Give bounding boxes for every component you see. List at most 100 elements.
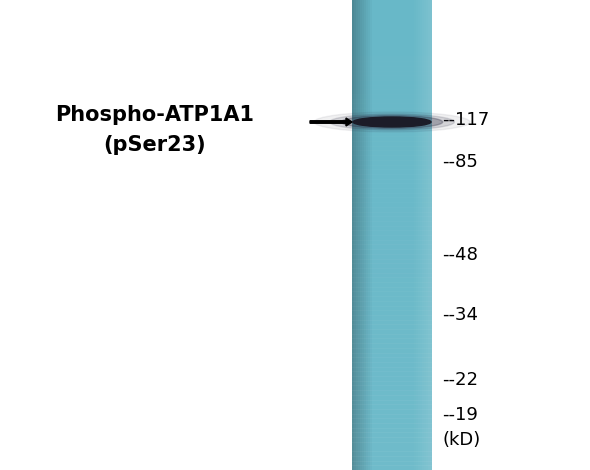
Bar: [352, 70, 432, 76]
Bar: [352, 334, 432, 339]
Bar: [352, 324, 432, 330]
Bar: [414, 0, 416, 470]
Bar: [352, 371, 432, 377]
Bar: [352, 56, 432, 62]
Bar: [352, 226, 432, 231]
Bar: [352, 42, 432, 48]
Bar: [352, 230, 432, 236]
Bar: [352, 99, 432, 104]
Bar: [416, 0, 418, 470]
Bar: [352, 348, 432, 353]
Bar: [352, 362, 432, 368]
Bar: [352, 268, 432, 274]
Bar: [352, 357, 432, 363]
Bar: [352, 446, 432, 452]
Bar: [352, 301, 432, 306]
Bar: [352, 28, 432, 34]
Bar: [352, 118, 432, 123]
Bar: [352, 409, 432, 415]
Bar: [430, 0, 432, 470]
Bar: [352, 19, 432, 24]
Bar: [352, 0, 354, 470]
Bar: [352, 254, 432, 259]
Bar: [352, 193, 432, 198]
Bar: [352, 183, 432, 189]
Bar: [352, 442, 432, 447]
Bar: [428, 0, 430, 470]
Text: --19: --19: [442, 406, 478, 424]
Bar: [352, 221, 432, 227]
Bar: [352, 179, 432, 184]
Bar: [352, 174, 432, 180]
Bar: [352, 38, 432, 43]
Ellipse shape: [341, 116, 442, 128]
Bar: [352, 414, 432, 419]
Bar: [426, 0, 428, 470]
Bar: [352, 437, 432, 443]
Bar: [352, 404, 432, 410]
Bar: [360, 0, 362, 470]
Bar: [352, 235, 432, 241]
Bar: [352, 282, 432, 288]
Bar: [362, 0, 364, 470]
Bar: [352, 418, 432, 424]
Bar: [354, 0, 356, 470]
Bar: [356, 0, 358, 470]
Text: --34: --34: [442, 306, 478, 324]
Bar: [352, 423, 432, 429]
Bar: [370, 0, 372, 470]
Bar: [352, 329, 432, 335]
Bar: [352, 52, 432, 57]
Bar: [352, 296, 432, 302]
Bar: [352, 80, 432, 86]
Bar: [352, 291, 432, 297]
Bar: [352, 310, 432, 316]
Bar: [352, 287, 432, 292]
Text: --48: --48: [442, 246, 478, 264]
Bar: [352, 381, 432, 386]
Bar: [352, 0, 432, 470]
Bar: [352, 428, 432, 433]
Bar: [352, 47, 432, 53]
Text: (kD): (kD): [442, 431, 480, 449]
Bar: [352, 390, 432, 396]
Bar: [352, 141, 432, 147]
Bar: [418, 0, 420, 470]
Bar: [352, 66, 432, 71]
Bar: [352, 202, 432, 208]
Text: --22: --22: [442, 371, 478, 389]
Bar: [352, 89, 432, 95]
Ellipse shape: [353, 117, 431, 127]
Bar: [352, 150, 432, 156]
Bar: [352, 376, 432, 382]
Ellipse shape: [314, 112, 470, 132]
Bar: [352, 249, 432, 255]
Text: --117: --117: [442, 111, 489, 129]
Bar: [352, 451, 432, 457]
Bar: [352, 155, 432, 161]
Bar: [352, 169, 432, 175]
Ellipse shape: [330, 114, 454, 130]
Bar: [352, 33, 432, 39]
Bar: [420, 0, 422, 470]
Bar: [352, 146, 432, 151]
Bar: [352, 85, 432, 90]
Bar: [352, 395, 432, 400]
Bar: [352, 61, 432, 67]
Bar: [352, 188, 432, 194]
Bar: [352, 385, 432, 391]
Bar: [352, 306, 432, 311]
Bar: [352, 160, 432, 165]
Bar: [352, 94, 432, 100]
Bar: [352, 75, 432, 81]
Bar: [352, 315, 432, 321]
Bar: [352, 343, 432, 349]
Bar: [352, 24, 432, 29]
Bar: [352, 108, 432, 114]
Bar: [352, 240, 432, 245]
Bar: [352, 197, 432, 203]
Bar: [352, 461, 432, 466]
Bar: [352, 273, 432, 278]
Bar: [352, 367, 432, 372]
Text: Phospho-ATP1A1: Phospho-ATP1A1: [55, 105, 254, 125]
